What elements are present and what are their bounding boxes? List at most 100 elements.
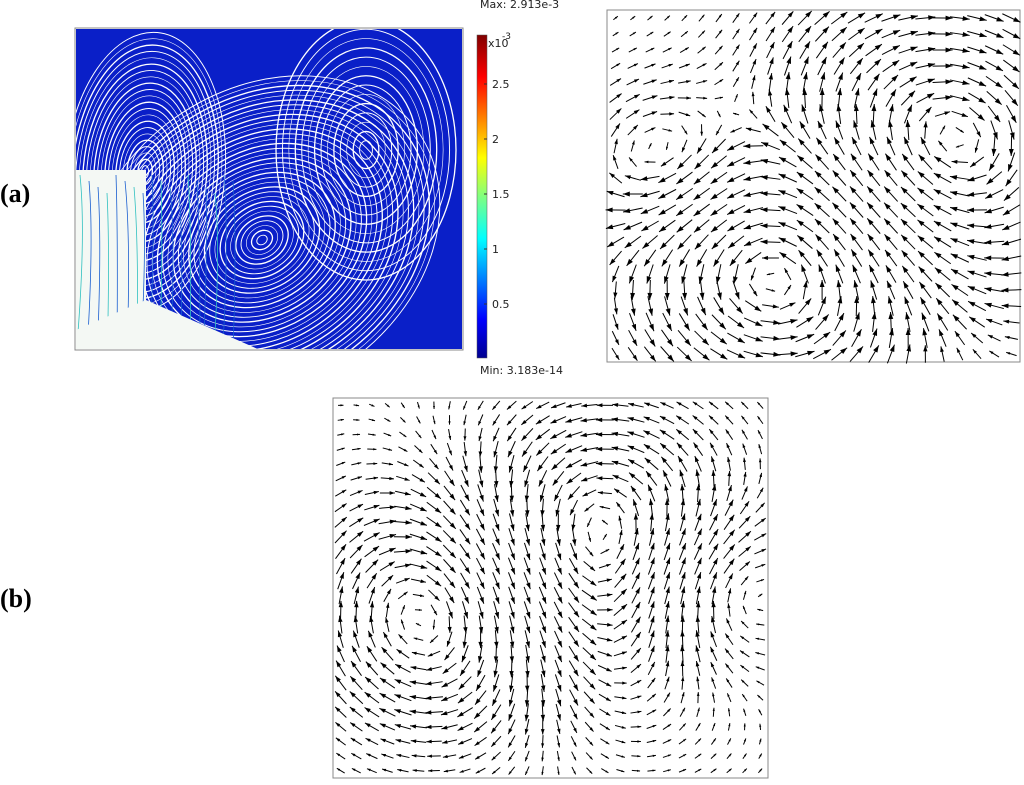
vector-head bbox=[752, 75, 756, 81]
vector-head bbox=[434, 478, 440, 485]
vector-head bbox=[684, 338, 691, 346]
vector-head bbox=[757, 695, 761, 698]
vector-head bbox=[370, 587, 375, 594]
vector-head bbox=[969, 316, 976, 323]
vector-head bbox=[666, 15, 670, 19]
streamline bbox=[156, 142, 368, 338]
vector-head bbox=[341, 503, 347, 508]
vector-head bbox=[524, 480, 529, 488]
vector-head bbox=[967, 270, 975, 276]
vector-head bbox=[622, 666, 627, 670]
vector-head bbox=[807, 350, 815, 356]
vector-head bbox=[751, 91, 755, 97]
vector-head bbox=[387, 419, 391, 422]
vector-head bbox=[855, 329, 862, 337]
vector-head bbox=[637, 740, 641, 743]
vector-head bbox=[589, 639, 597, 646]
vector-head bbox=[854, 296, 860, 304]
vector-head bbox=[772, 304, 779, 309]
vector-head bbox=[476, 684, 482, 691]
vector-head bbox=[341, 447, 345, 450]
vector-head bbox=[681, 572, 686, 579]
vector-head bbox=[341, 489, 347, 494]
vector-head bbox=[506, 405, 512, 410]
vector-head bbox=[388, 561, 395, 567]
vector-head bbox=[678, 456, 684, 463]
vector-head bbox=[605, 770, 609, 773]
vector-head bbox=[521, 405, 527, 410]
vector-head bbox=[435, 536, 442, 542]
vector-head bbox=[752, 27, 758, 34]
vector-head bbox=[702, 353, 710, 361]
vector-head bbox=[449, 522, 456, 529]
vector-head bbox=[403, 591, 408, 596]
vector-head bbox=[852, 264, 858, 273]
vector-head bbox=[933, 205, 942, 211]
vector-head bbox=[727, 161, 735, 167]
vector-head bbox=[556, 714, 561, 721]
vector-head bbox=[419, 594, 425, 597]
vector-head bbox=[815, 234, 822, 242]
vector-head bbox=[682, 707, 686, 712]
vector-head bbox=[770, 11, 776, 18]
vector-head bbox=[595, 432, 603, 437]
streamline bbox=[198, 181, 326, 299]
vector-head bbox=[836, 280, 842, 288]
vector-head bbox=[425, 710, 432, 715]
vector-head bbox=[582, 492, 589, 497]
vector-head bbox=[371, 418, 376, 422]
vector-head bbox=[633, 499, 638, 506]
vector-head bbox=[681, 557, 686, 565]
vector-head bbox=[589, 654, 596, 660]
streamline bbox=[294, 47, 438, 253]
streamlines bbox=[76, 29, 462, 349]
vector-head bbox=[459, 769, 464, 773]
vector-head bbox=[651, 95, 658, 100]
vector-head bbox=[491, 727, 497, 734]
vector-head bbox=[758, 444, 762, 449]
vector-head bbox=[679, 469, 684, 477]
vector-head bbox=[581, 477, 588, 482]
vector-head bbox=[389, 505, 396, 510]
vector-head bbox=[434, 565, 442, 572]
vector-head bbox=[936, 298, 943, 306]
vector-head bbox=[984, 271, 992, 277]
vector-head bbox=[666, 339, 673, 347]
vector-head bbox=[727, 193, 735, 199]
vector-head bbox=[336, 768, 341, 771]
vector-head bbox=[641, 225, 649, 231]
vector-head bbox=[759, 472, 762, 478]
vector-head bbox=[640, 192, 648, 198]
vector-head bbox=[494, 480, 499, 488]
vector-head bbox=[419, 492, 427, 497]
vector-head bbox=[745, 561, 750, 566]
vector-head bbox=[396, 649, 403, 654]
vector-head bbox=[508, 699, 514, 707]
vector-head bbox=[620, 558, 626, 566]
vector-head bbox=[682, 723, 686, 727]
vector-head bbox=[680, 484, 685, 491]
vector-head bbox=[850, 153, 857, 161]
vector-head bbox=[752, 290, 758, 297]
colorbar-max: Max: 2.913e-3 bbox=[480, 0, 559, 11]
vector-head bbox=[920, 297, 927, 305]
vector-head bbox=[633, 47, 637, 51]
vector-head bbox=[494, 611, 499, 619]
vector-head bbox=[677, 162, 685, 170]
vector-head bbox=[989, 163, 995, 171]
vector-head bbox=[621, 635, 627, 640]
vector-head bbox=[589, 727, 594, 732]
vector-head bbox=[557, 757, 560, 762]
vector-head bbox=[540, 729, 545, 735]
vector-head bbox=[797, 155, 805, 162]
vector-head bbox=[404, 491, 411, 496]
vector-head bbox=[356, 531, 364, 537]
vector-head bbox=[743, 605, 746, 610]
vector-head bbox=[597, 491, 603, 495]
vector-head bbox=[950, 206, 958, 212]
vector-head bbox=[535, 419, 542, 425]
vector-head bbox=[680, 630, 685, 637]
vector-head bbox=[725, 648, 730, 654]
vector-head bbox=[540, 524, 546, 532]
colorbar-exponent: -3 bbox=[502, 32, 511, 42]
